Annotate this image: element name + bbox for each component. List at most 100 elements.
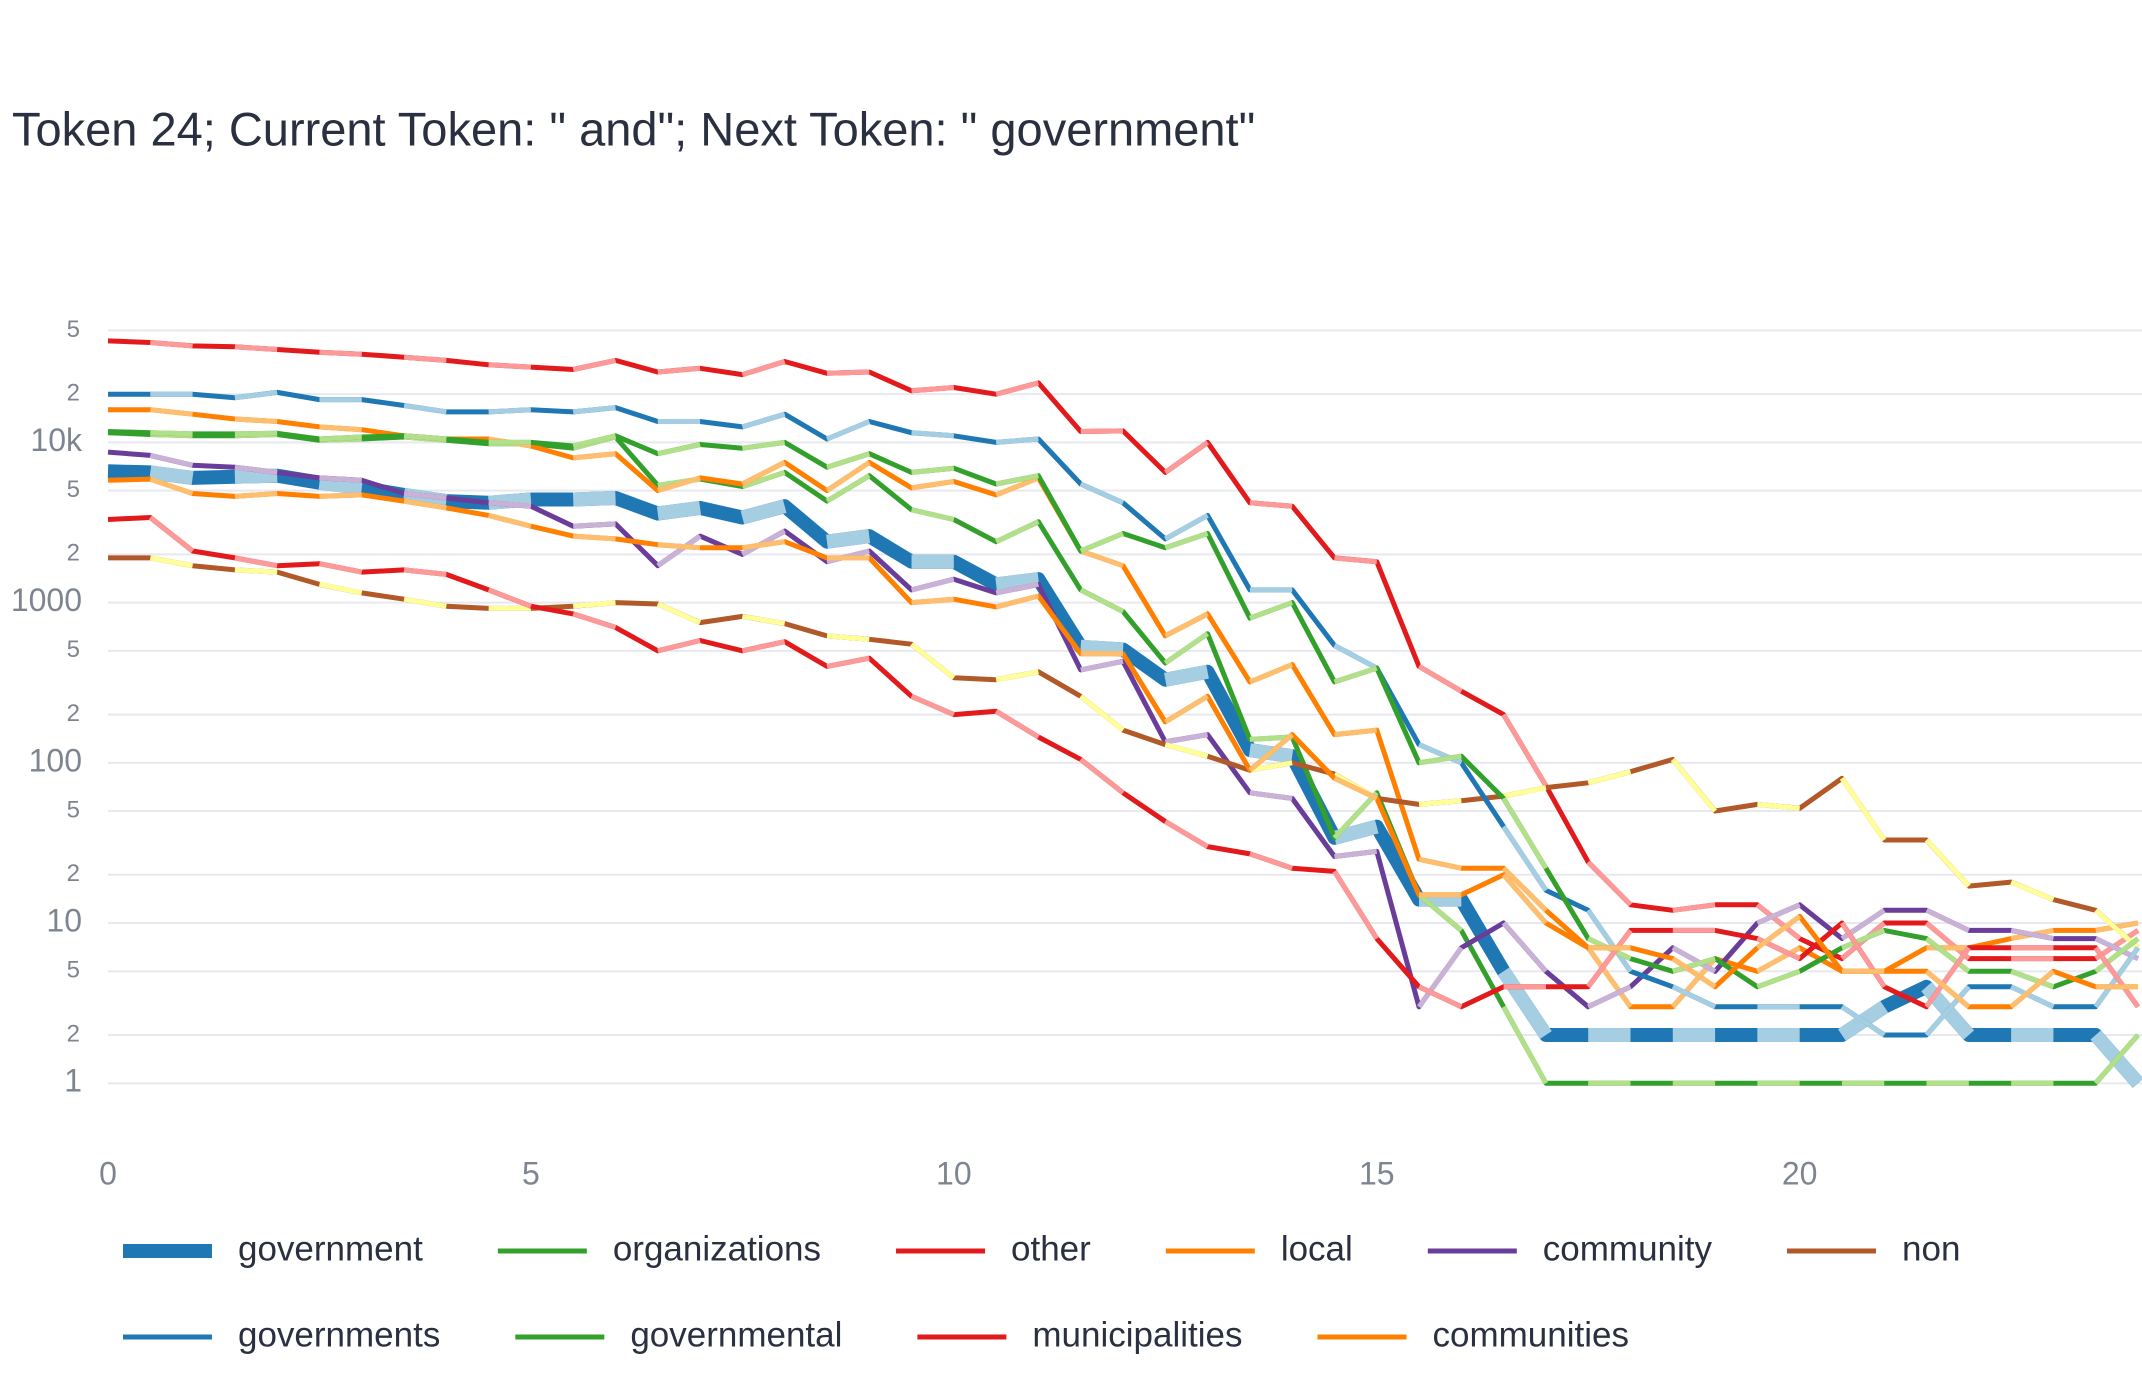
series-segment xyxy=(1164,531,1209,551)
series-segment xyxy=(741,411,786,430)
x-tick-label: 10 xyxy=(936,1155,972,1191)
series-segment xyxy=(149,476,194,496)
y-tick-label: 1 xyxy=(64,1063,82,1099)
series-segment xyxy=(1418,856,1462,871)
legend-item[interactable]: governments xyxy=(123,1315,440,1354)
series-segment xyxy=(1924,946,1971,1009)
series-segment xyxy=(1080,428,1124,434)
series-segment xyxy=(1671,984,1717,1010)
series-segment xyxy=(1841,928,1886,951)
series-segment xyxy=(2093,1033,2140,1085)
series-segment xyxy=(318,561,363,575)
legend-label: municipalities xyxy=(1032,1315,1242,1354)
series-segment xyxy=(572,611,617,630)
series-segment xyxy=(656,601,702,625)
series-segment xyxy=(403,498,447,511)
series-segment xyxy=(911,385,955,394)
series-segment xyxy=(318,475,363,495)
series-segment xyxy=(657,638,701,654)
legend-item[interactable]: non xyxy=(1787,1229,1960,1268)
series-segment xyxy=(319,349,362,357)
series-segment xyxy=(1756,945,1801,974)
series-segment xyxy=(1079,531,1124,554)
series-segment xyxy=(656,534,702,568)
series-segment xyxy=(234,464,278,475)
series-segment xyxy=(1671,945,1717,974)
series-segment xyxy=(826,419,871,442)
series-segment xyxy=(572,451,616,461)
legend-label: organizations xyxy=(613,1229,821,1268)
legend-item[interactable]: other xyxy=(896,1229,1091,1268)
series-segment xyxy=(910,576,955,593)
series-segment xyxy=(403,354,447,363)
series-segment xyxy=(150,430,193,437)
series-segment xyxy=(2010,879,2055,902)
legend-item[interactable]: communities xyxy=(1317,1315,1629,1354)
legend-item[interactable]: community xyxy=(1427,1229,1713,1268)
series-segment xyxy=(1418,753,1462,766)
series-segment xyxy=(995,475,1040,498)
series-segment xyxy=(995,519,1040,544)
series-segment xyxy=(1501,866,1548,913)
legend-item[interactable]: municipalities xyxy=(917,1315,1243,1354)
series-segment xyxy=(657,475,701,494)
series-segment xyxy=(1924,921,1971,961)
series-segment xyxy=(1418,798,1462,807)
series-segment xyxy=(1249,760,1293,773)
legend-item[interactable]: government xyxy=(123,1229,423,1268)
y-tick-label: 5 xyxy=(67,316,80,343)
legend-item[interactable]: organizations xyxy=(497,1229,821,1268)
series-segment xyxy=(1249,500,1293,509)
series-segment xyxy=(995,380,1040,397)
series-segment xyxy=(150,407,193,417)
series-segment xyxy=(1586,908,1633,973)
plot-lines xyxy=(107,338,2142,1088)
series-segment xyxy=(2010,984,2055,1010)
series-segment xyxy=(319,475,362,483)
series-segment xyxy=(995,436,1039,445)
series-segment xyxy=(573,533,616,542)
series-segment xyxy=(740,499,787,525)
legend-item[interactable]: local xyxy=(1165,1229,1353,1268)
series-segment xyxy=(911,596,955,606)
y-tick-label: 100 xyxy=(29,742,82,778)
legend-label: non xyxy=(1902,1229,1960,1268)
series-segment xyxy=(1501,873,1548,925)
series-segment xyxy=(572,433,617,449)
x-tick-label: 20 xyxy=(1782,1155,1818,1191)
series-segment xyxy=(1501,825,1548,892)
series-segment xyxy=(1163,631,1210,666)
y-tick-label: 2 xyxy=(67,700,80,727)
y-tick-label: 2 xyxy=(67,1020,80,1047)
y-tick-label: 2 xyxy=(67,540,80,567)
series-segment xyxy=(573,521,616,529)
series-segment xyxy=(994,709,1040,740)
x-tick-label: 15 xyxy=(1359,1155,1395,1191)
series-segment xyxy=(1586,928,1633,989)
legend-label: community xyxy=(1543,1229,1713,1268)
series-segment xyxy=(1924,838,1971,888)
series-segment xyxy=(572,490,616,507)
series-segment xyxy=(910,507,955,522)
series-segment xyxy=(1501,1005,1549,1085)
legend-item[interactable]: governmental xyxy=(515,1315,842,1354)
series-segment xyxy=(1334,555,1377,565)
y-tick-label: 5 xyxy=(67,636,80,663)
series-segment xyxy=(1079,587,1125,614)
series-segment xyxy=(909,642,956,680)
series-segment xyxy=(1755,902,1802,941)
series-segment xyxy=(1587,769,1632,786)
chart-title: Token 24; Current Token: " and"; Next To… xyxy=(12,102,1255,155)
legend-label: governmental xyxy=(630,1315,842,1354)
series-segment xyxy=(234,555,278,569)
series-segment xyxy=(1164,732,1209,745)
y-tick-label: 1000 xyxy=(11,582,82,618)
series-segment xyxy=(826,451,871,470)
series-segment xyxy=(488,407,532,415)
series-segment xyxy=(1587,984,1632,1010)
series-segment xyxy=(1249,600,1294,621)
series-segment xyxy=(1333,776,1378,801)
legend-label: government xyxy=(238,1229,423,1268)
series-segment xyxy=(657,365,701,375)
